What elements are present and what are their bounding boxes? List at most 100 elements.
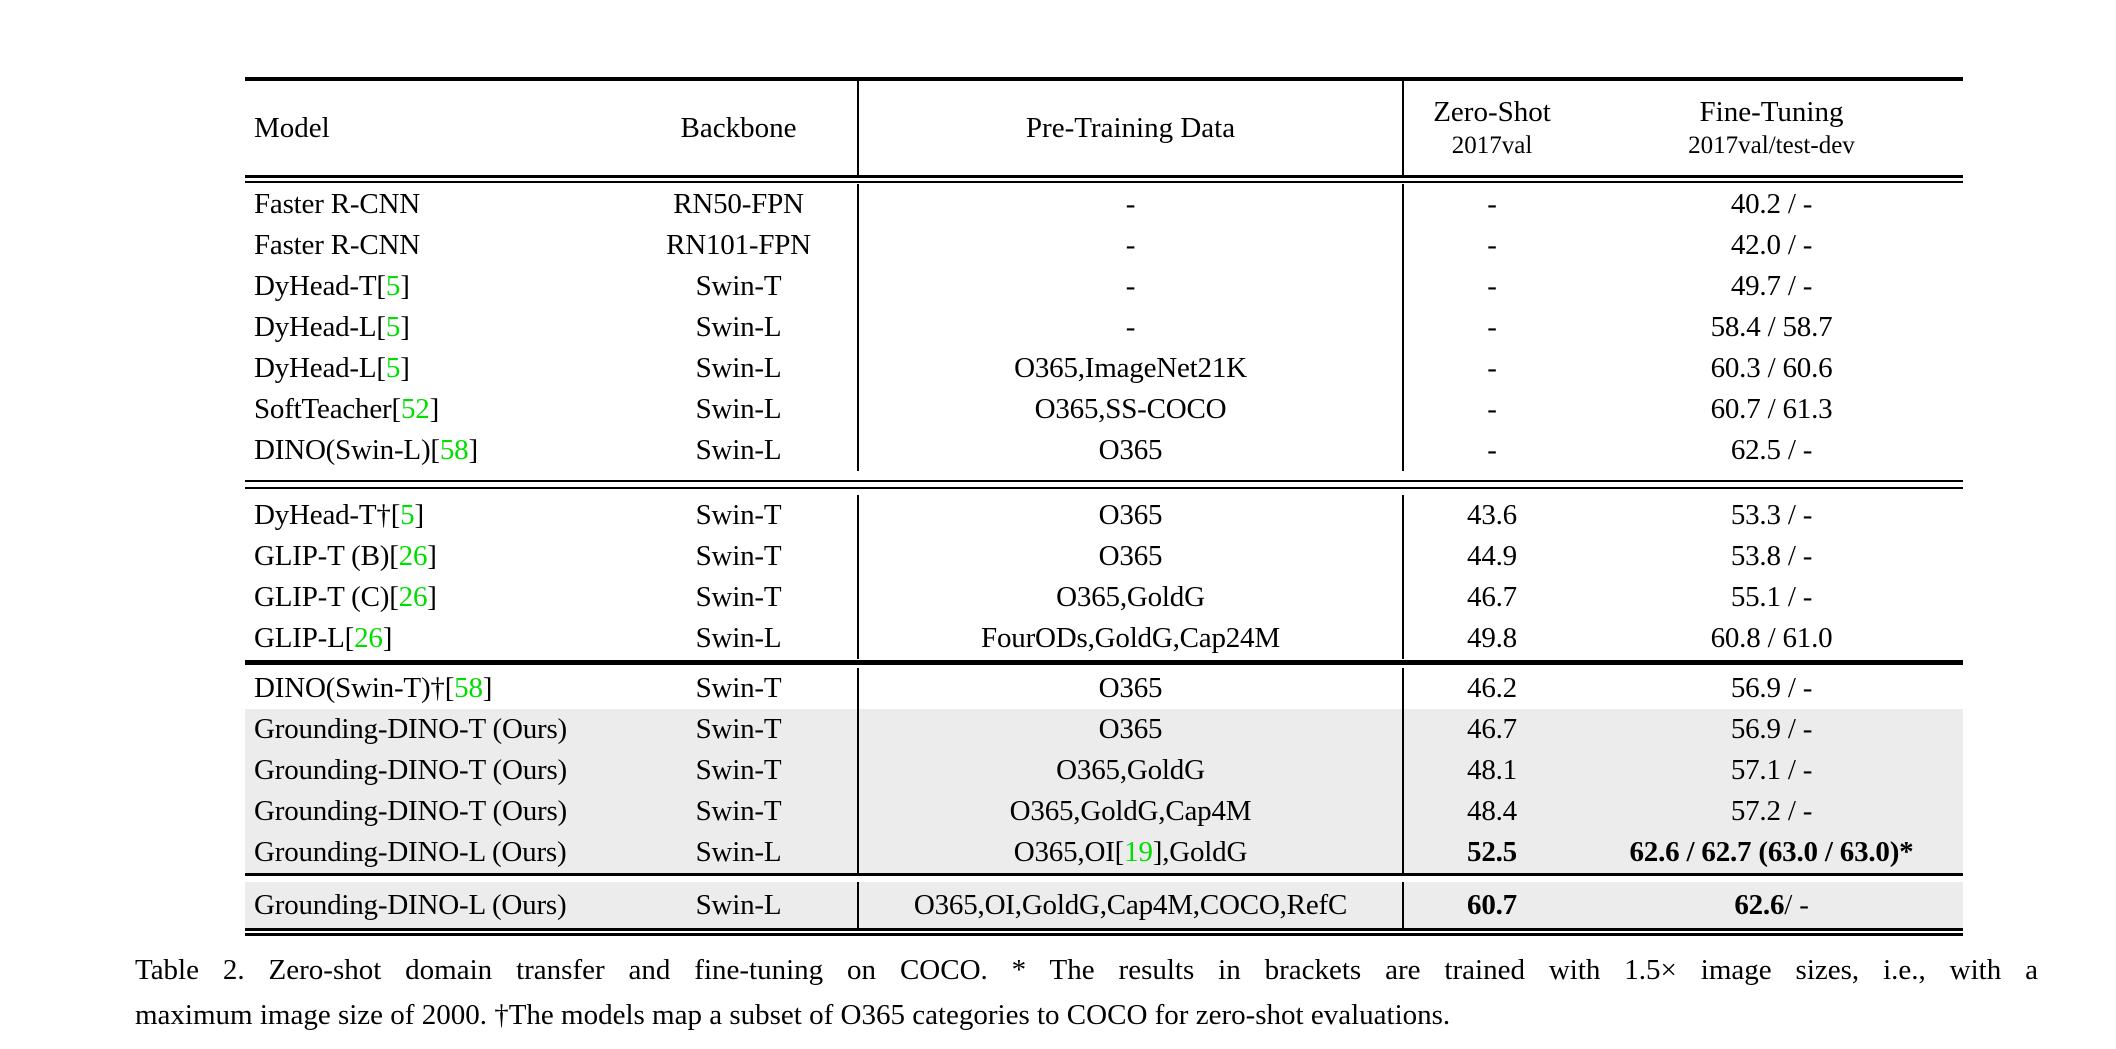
cell-fine-tuning: 56.9 / - (1730, 672, 1813, 704)
cell-model: Grounding-DINO-L (Ours) (245, 832, 620, 873)
cell-backbone: Swin-T (695, 672, 782, 704)
citation-number: 5 (385, 352, 401, 384)
header-pretraining-data: Pre-Training Data (857, 81, 1402, 175)
cell-zero-shot: 48.1 (1402, 750, 1580, 791)
table-row: DyHead-L [5] Swin-L - - 58.4 / 58.7 (245, 307, 1963, 348)
table-top-rule (245, 77, 1963, 81)
citation-bracket: ] (400, 270, 410, 302)
cell-pretraining-data: O365 (857, 495, 1402, 536)
cell-model: SoftTeacher [52] (254, 393, 440, 425)
cell-model: DyHead-T† [5] (254, 499, 424, 531)
table-row: DINO(Swin-T)† [58] Swin-T O365 46.2 56.9 / - (245, 668, 1963, 709)
cell-pretraining-data: O365 (857, 430, 1402, 471)
cell-fine-tuning: 40.2 / - (1730, 188, 1813, 220)
cell-zero-shot: - (1402, 348, 1580, 389)
citation-number: 5 (385, 270, 401, 302)
citation-bracket: [ (376, 352, 386, 384)
citation-number: 5 (385, 311, 401, 343)
cell-fine-tuning: 53.3 / - (1730, 499, 1813, 531)
header-separator-rule (245, 175, 1963, 184)
cell-fine-tuning: 53.8 / - (1730, 540, 1813, 572)
section-separator-rule (245, 873, 1963, 882)
cell-backbone: Swin-T (695, 540, 782, 572)
cell-model: GLIP-T (B) [26] (254, 540, 437, 572)
cell-zero-shot: 46.7 (1402, 577, 1580, 618)
cell-pretraining-data: O365,GoldG (857, 577, 1402, 618)
citation-number: 5 (400, 499, 415, 531)
cell-fine-tuning: 62.6 / - (1580, 882, 1963, 928)
header-zero-shot-sublabel: 2017val (1451, 132, 1533, 159)
table-row: DyHead-L [5] Swin-L O365,ImageNet21K - 60.3 … (245, 348, 1963, 389)
results-table: Model Backbone Pre-Training Data Zero-Sh… (245, 77, 1963, 937)
table-row: DINO(Swin-L) [58] Swin-L O365- 62.5 / - (245, 430, 1963, 471)
citation-bracket: [ (1114, 836, 1125, 868)
header-fine-tuning-label: Fine-Tuning (1699, 96, 1844, 128)
cell-fine-tuning: 58.4 / 58.7 (1710, 311, 1833, 343)
header-backbone-label: Backbone (680, 112, 797, 144)
cell-fine-tuning: 62.5 / - (1730, 434, 1813, 466)
table-row: Grounding-DINO-T (Ours) Swin-T O365,GoldG 4… (245, 750, 1963, 791)
cell-pretraining-data: O365,OI [19] ,GoldG (857, 832, 1402, 873)
cell-zero-shot: - (1402, 225, 1580, 266)
header-zero-shot: Zero-Shot 2017val (1402, 81, 1580, 175)
citation-bracket: [ (376, 311, 386, 343)
table-header-row: Model Backbone Pre-Training Data Zero-Sh… (245, 81, 1963, 175)
cell-model: DyHead-L [5] (254, 352, 410, 384)
table-row: GLIP-L [26] Swin-L FourODs,GoldG,Cap24M 49.… (245, 618, 1963, 659)
cell-backbone: Swin-L (695, 434, 782, 466)
citation-bracket: ] (1152, 836, 1163, 868)
table-section-grounding-dino: DINO(Swin-T)† [58] Swin-T O365 46.2 56.9 / -… (245, 668, 1963, 873)
cell-pretraining-data: O365,ImageNet21K (857, 348, 1402, 389)
cell-backbone: RN50-FPN (673, 188, 804, 220)
cell-zero-shot: - (1402, 389, 1580, 430)
cell-model: DyHead-T [5] (254, 270, 410, 302)
section-separator-rule (245, 471, 1963, 495)
cell-backbone: Swin-L (620, 832, 857, 873)
citation-number: 58 (454, 672, 483, 704)
table-row: Grounding-DINO-L (Ours) Swin-L O365,OI [19… (245, 832, 1963, 873)
cell-fine-tuning: 57.2 / - (1580, 791, 1963, 832)
cell-zero-shot: 48.4 (1402, 791, 1580, 832)
citation-bracket: ] (400, 352, 410, 384)
caption-line-2: maximum image size of 2000. †The models … (135, 999, 1451, 1031)
cell-pretraining-data: - (857, 225, 1402, 266)
citation-bracket: [ (344, 622, 355, 654)
table-row: Faster R-CNN RN101-FPN - - 42.0 / - (245, 225, 1963, 266)
cell-model: Faster R-CNN (254, 229, 420, 261)
cell-pretraining-data: O365 (857, 668, 1402, 709)
cell-fine-tuning: 60.7 / 61.3 (1710, 393, 1833, 425)
citation-bracket: ] (427, 540, 437, 572)
citation-bracket: ] (482, 672, 493, 704)
cell-fine-tuning: 60.8 / 61.0 (1710, 622, 1833, 654)
citation-number: 19 (1124, 836, 1153, 868)
cell-pretraining-data: - (857, 184, 1402, 225)
header-fine-tuning: Fine-Tuning 2017val/test-dev (1580, 81, 1963, 175)
cell-zero-shot: - (1402, 184, 1580, 225)
cell-zero-shot: 49.8 (1402, 618, 1580, 659)
cell-zero-shot: 60.7 (1402, 882, 1580, 928)
cell-backbone: Swin-T (620, 750, 857, 791)
cell-zero-shot: - (1402, 307, 1580, 348)
table-section-grounding-dino-full: Grounding-DINO-L (Ours) Swin-L O365,OI,Gol… (245, 882, 1963, 928)
citation-number: 52 (400, 393, 430, 425)
cell-backbone: Swin-T (695, 270, 782, 302)
citation-bracket: ] (429, 393, 440, 425)
citation-bracket: [ (389, 540, 399, 572)
cell-model: GLIP-T (C) [26] (254, 581, 437, 613)
citation-number: 26 (354, 622, 383, 654)
cell-zero-shot: 52.5 (1402, 832, 1580, 873)
citation-bracket: [ (444, 672, 455, 704)
cell-fine-tuning: 60.3 / 60.6 (1710, 352, 1833, 384)
cell-backbone: Swin-L (695, 311, 782, 343)
citation-bracket: ] (382, 622, 393, 654)
cell-pretraining-data: O365,OI,GoldG,Cap4M,COCO,RefC (857, 882, 1402, 928)
citation-bracket: [ (389, 581, 399, 613)
caption-line-1: Table 2. Zero-shot domain transfer and f… (135, 954, 2038, 986)
cell-pretraining-data: O365,SS-COCO (857, 389, 1402, 430)
cell-backbone: Swin-L (695, 352, 782, 384)
table-row: Grounding-DINO-T (Ours) Swin-T O365 46.7 56.… (245, 709, 1963, 750)
cell-model: GLIP-L [26] (254, 622, 393, 654)
cell-zero-shot: 44.9 (1402, 536, 1580, 577)
cell-fine-tuning: 62.6 / 62.7 (63.0 / 63.0)* (1580, 832, 1963, 873)
cell-fine-tuning: 42.0 / - (1730, 229, 1813, 261)
